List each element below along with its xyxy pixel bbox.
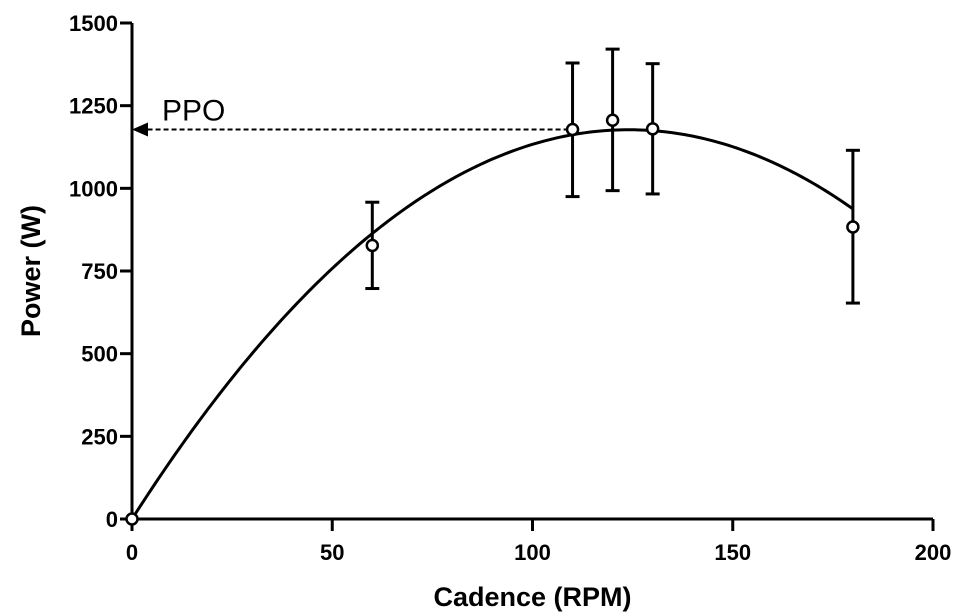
y-tick-label: 500 bbox=[81, 342, 118, 367]
data-point bbox=[365, 238, 380, 253]
y-tick-label: 750 bbox=[81, 259, 118, 284]
tick-labels: 0 250 500 750 1000 1250 1500 0 50 100 150 200 Cadenc… bbox=[16, 11, 951, 612]
y-tick-label: 1000 bbox=[69, 176, 118, 201]
ppo-label: PPO bbox=[162, 94, 225, 127]
x-tick-label: 0 bbox=[126, 540, 138, 565]
fit-curve bbox=[130, 128, 854, 520]
data-point bbox=[605, 113, 620, 127]
error-bars bbox=[365, 47, 860, 305]
y-axis-title: Power (W) bbox=[16, 205, 46, 337]
x-tick-label: 150 bbox=[714, 540, 751, 565]
data-point bbox=[846, 220, 860, 234]
y-tick-label: 250 bbox=[81, 424, 118, 449]
data-point bbox=[645, 122, 660, 136]
y-tick-label: 1500 bbox=[69, 11, 118, 36]
x-tick-label: 50 bbox=[320, 540, 344, 565]
data-point bbox=[565, 122, 580, 137]
ppo-arrow-head bbox=[132, 122, 148, 137]
data-points bbox=[125, 113, 860, 526]
x-tick-label: 200 bbox=[915, 540, 952, 565]
data-point bbox=[125, 512, 139, 526]
ppo-annotation: PPO bbox=[132, 94, 577, 137]
y-tick-label: 1250 bbox=[69, 94, 118, 119]
x-tick-label: 100 bbox=[514, 540, 551, 565]
fit-curve-group bbox=[130, 128, 854, 520]
x-axis-title: Cadence (RPM) bbox=[433, 582, 631, 612]
axes bbox=[120, 21, 935, 531]
y-tick-label: 0 bbox=[106, 507, 118, 532]
